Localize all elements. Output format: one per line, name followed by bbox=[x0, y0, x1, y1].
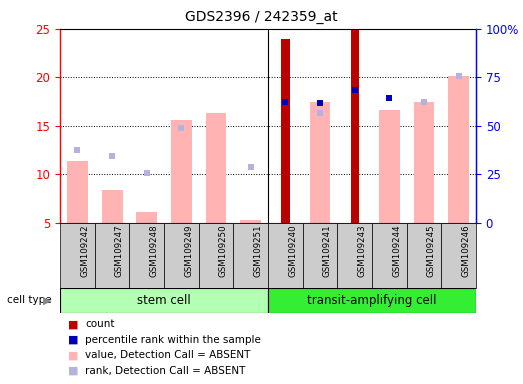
Text: GSM109241: GSM109241 bbox=[323, 225, 332, 277]
Text: percentile rank within the sample: percentile rank within the sample bbox=[85, 335, 261, 345]
Bar bbox=[268, 223, 303, 288]
Bar bbox=[448, 76, 469, 223]
Text: count: count bbox=[85, 319, 115, 329]
Bar bbox=[379, 110, 400, 223]
Text: ■: ■ bbox=[68, 366, 78, 376]
Text: stem cell: stem cell bbox=[137, 294, 191, 307]
Text: rank, Detection Call = ABSENT: rank, Detection Call = ABSENT bbox=[85, 366, 246, 376]
Text: GSM109246: GSM109246 bbox=[461, 225, 470, 277]
Bar bbox=[303, 223, 337, 288]
Text: GSM109248: GSM109248 bbox=[150, 225, 158, 277]
Text: GSM109244: GSM109244 bbox=[392, 225, 401, 277]
Text: ■: ■ bbox=[68, 335, 78, 345]
Text: GSM109250: GSM109250 bbox=[219, 225, 228, 277]
Bar bbox=[67, 161, 88, 223]
Text: GSM109245: GSM109245 bbox=[427, 225, 436, 277]
Bar bbox=[171, 120, 192, 223]
Text: GDS2396 / 242359_at: GDS2396 / 242359_at bbox=[185, 10, 338, 23]
Bar bbox=[414, 103, 434, 223]
Text: GSM109251: GSM109251 bbox=[254, 225, 263, 277]
Bar bbox=[350, 30, 359, 223]
Bar bbox=[60, 288, 268, 313]
Bar bbox=[241, 220, 261, 223]
Bar bbox=[206, 113, 226, 223]
Bar bbox=[95, 223, 129, 288]
Text: cell type: cell type bbox=[7, 295, 51, 305]
Text: GSM109242: GSM109242 bbox=[80, 225, 89, 277]
Text: GSM109240: GSM109240 bbox=[288, 225, 297, 277]
Text: value, Detection Call = ABSENT: value, Detection Call = ABSENT bbox=[85, 350, 251, 360]
Bar bbox=[129, 223, 164, 288]
Bar bbox=[441, 223, 476, 288]
Text: ▶: ▶ bbox=[43, 295, 51, 305]
Text: GSM109247: GSM109247 bbox=[115, 225, 124, 277]
Bar bbox=[372, 223, 407, 288]
Bar bbox=[164, 223, 199, 288]
Bar bbox=[60, 223, 95, 288]
Bar bbox=[337, 223, 372, 288]
Bar bbox=[101, 190, 122, 223]
Bar bbox=[310, 101, 331, 223]
Text: ■: ■ bbox=[68, 350, 78, 360]
Bar bbox=[137, 212, 157, 223]
Text: transit-amplifying cell: transit-amplifying cell bbox=[307, 294, 437, 307]
Text: GSM109243: GSM109243 bbox=[357, 225, 367, 277]
Bar bbox=[199, 223, 233, 288]
Text: ■: ■ bbox=[68, 319, 78, 329]
Bar bbox=[407, 223, 441, 288]
Bar bbox=[281, 40, 290, 223]
Bar bbox=[233, 223, 268, 288]
Text: GSM109249: GSM109249 bbox=[184, 225, 193, 277]
Bar bbox=[268, 288, 476, 313]
